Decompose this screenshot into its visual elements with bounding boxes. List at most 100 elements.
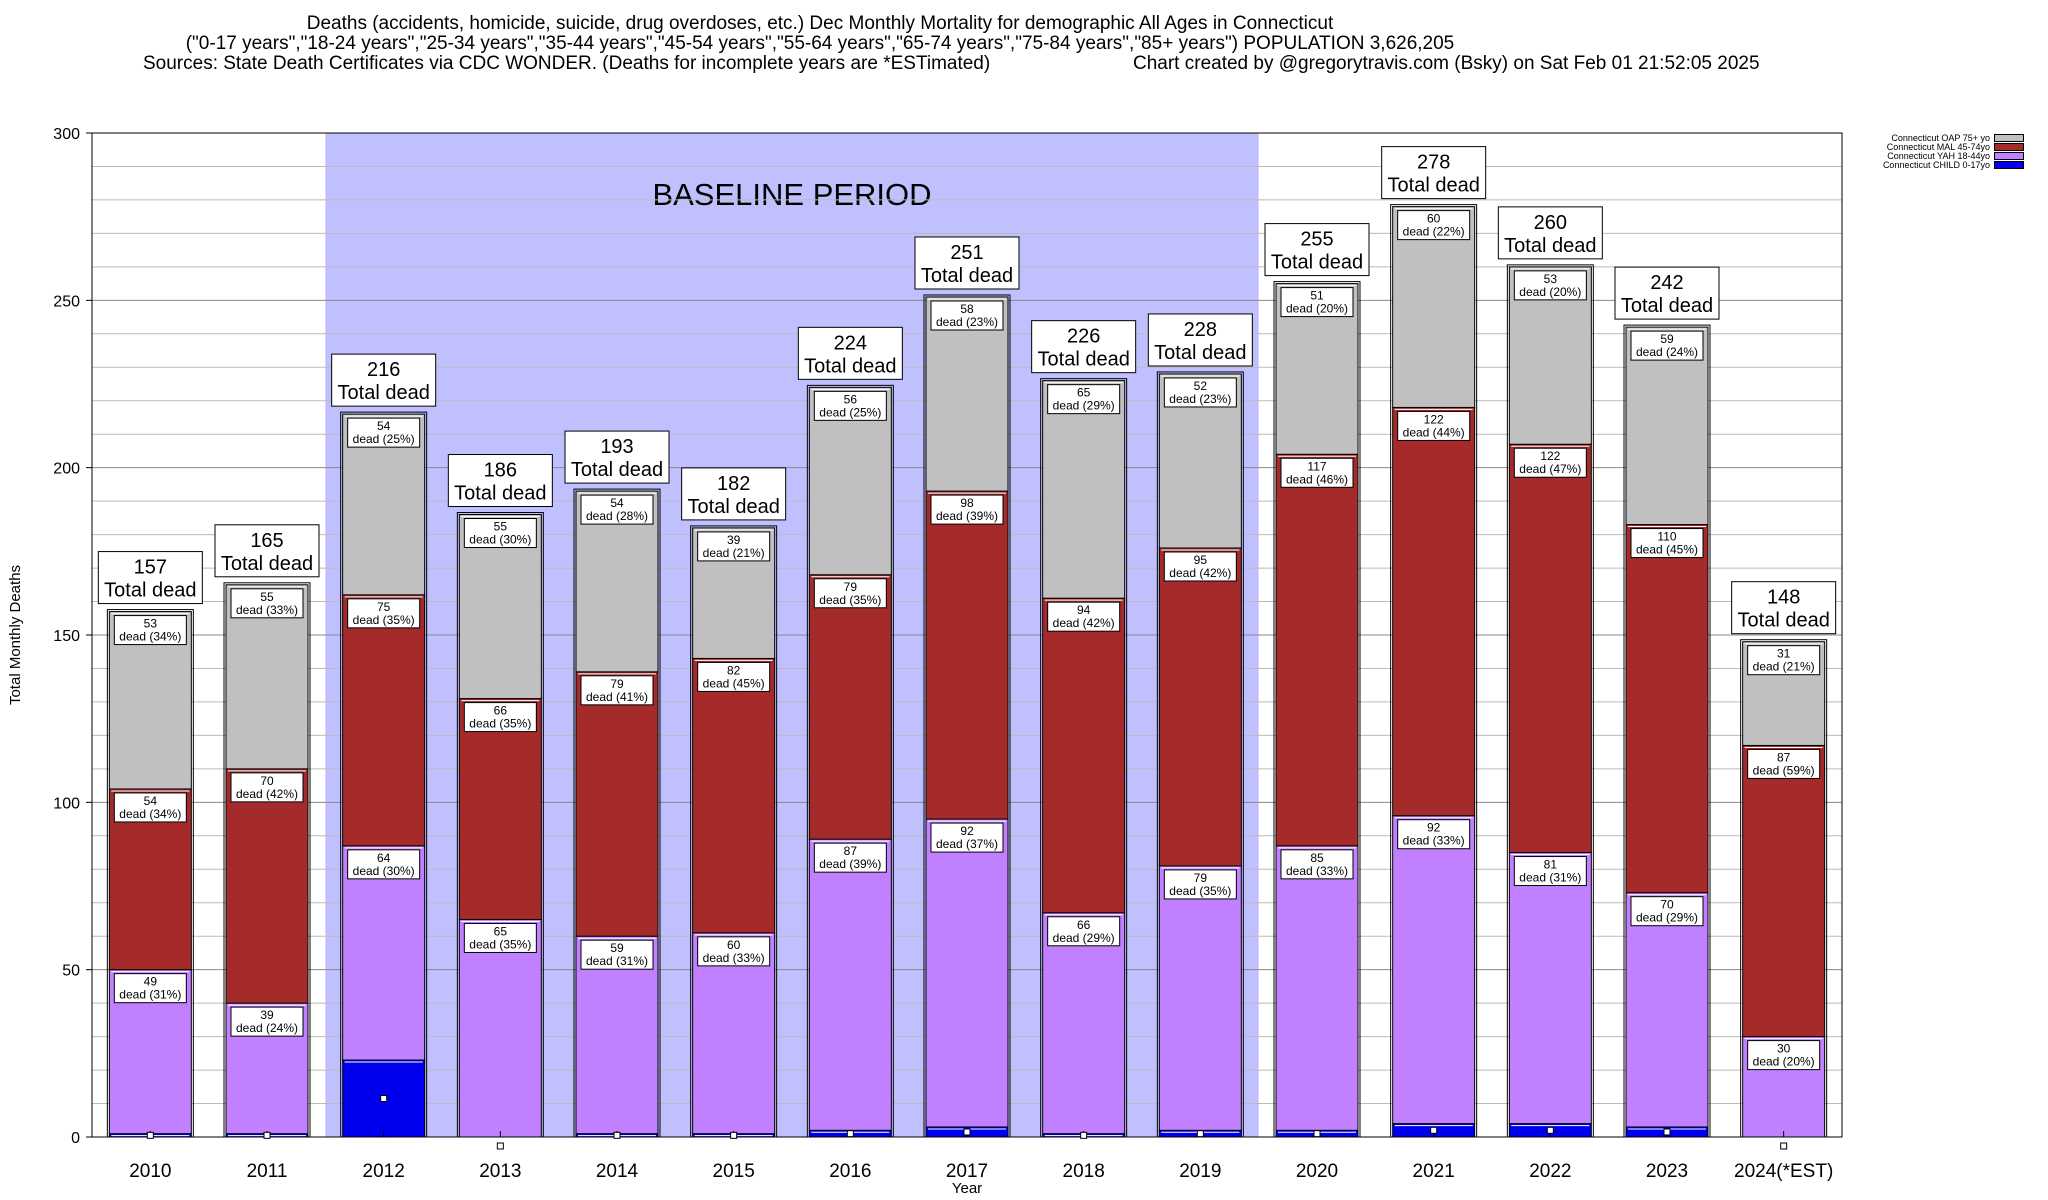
segment-value-label: 39: [260, 1008, 274, 1022]
total-dead-label: Total dead: [1738, 610, 1830, 632]
segment-value-label: 58: [960, 302, 974, 316]
x-tick-label: 2019: [1179, 1161, 1221, 1182]
bar-segment: [1625, 524, 1709, 894]
bar-segment: [1508, 443, 1592, 854]
segment-label-box: [1397, 819, 1471, 850]
total-label-box: [97, 551, 203, 605]
segment-value-label: 122: [1540, 449, 1560, 463]
segment-value-label: 85: [1310, 851, 1324, 865]
total-dead-label: Total dead: [804, 355, 896, 377]
segment-percent-label: dead (22%): [1403, 225, 1465, 239]
legend-swatch: [1994, 152, 2024, 160]
bar-segment: [458, 918, 542, 1138]
y-tick-label: 150: [53, 628, 80, 645]
bar-segment: [1625, 892, 1709, 1128]
legend-label: Connecticut OAP 75+ yo: [1891, 133, 1990, 143]
x-tick-label: 2023: [1646, 1161, 1688, 1182]
segment-percent-label: dead (34%): [119, 807, 181, 821]
segment-label-box: [1397, 410, 1471, 441]
segment-label-box: [1630, 896, 1704, 927]
legend-label: Connecticut YAH 18-44yo: [1887, 151, 1990, 161]
total-value-label: 255: [1300, 229, 1333, 251]
segment-percent-label: dead (20%): [1286, 302, 1348, 316]
total-label-box: [914, 236, 1020, 290]
segment-label-box: [113, 973, 187, 1004]
child-marker: [1430, 1126, 1438, 1134]
segment-value-label: 30: [1777, 1042, 1791, 1056]
segment-value-label: 60: [1427, 212, 1441, 226]
total-value-label: 182: [717, 473, 750, 495]
x-tick-label: 2020: [1296, 1161, 1338, 1182]
segment-value-label: 53: [1544, 272, 1558, 286]
segment-label-box: [230, 772, 304, 803]
segment-value-label: 55: [494, 520, 508, 534]
segment-value-label: 52: [1194, 379, 1208, 393]
segment-label-box: [813, 390, 887, 421]
legend-item: Connecticut YAH 18-44yo: [1887, 151, 2024, 161]
segment-label-box: [1630, 330, 1704, 361]
total-dead-label: Total dead: [104, 580, 196, 602]
x-tick-label: 2015: [713, 1161, 755, 1182]
x-tick-label: 2022: [1529, 1161, 1571, 1182]
segment-label-box: [1747, 645, 1821, 676]
segment-percent-label: dead (20%): [1519, 285, 1581, 299]
total-dead-label: Total dead: [221, 553, 313, 575]
segment-value-label: 64: [377, 851, 391, 865]
segment-label-box: [1047, 916, 1121, 947]
segment-value-label: 79: [1194, 871, 1208, 885]
segment-label-box: [813, 578, 887, 609]
bar-segment: [808, 838, 892, 1131]
segment-value-label: 66: [1077, 918, 1091, 932]
segment-label-box: [580, 939, 654, 970]
segment-percent-label: dead (47%): [1519, 462, 1581, 476]
child-marker: [963, 1128, 971, 1136]
legend-item: Connecticut MAL 45-74yo: [1887, 142, 2024, 152]
total-dead-label: Total dead: [688, 496, 780, 518]
total-dead-label: Total dead: [1038, 349, 1130, 371]
segment-value-label: 66: [494, 704, 508, 718]
segment-percent-label: dead (28%): [586, 509, 648, 523]
total-value-label: 260: [1534, 212, 1567, 234]
total-label-box: [1381, 146, 1487, 200]
child-marker: [1080, 1131, 1088, 1139]
segment-value-label: 55: [260, 590, 274, 604]
bar-segment: [1042, 912, 1126, 1135]
segment-value-label: 65: [1077, 386, 1091, 400]
total-dead-label: Total dead: [1154, 342, 1246, 364]
segment-percent-label: dead (45%): [703, 676, 765, 690]
child-marker: [730, 1131, 738, 1139]
segment-value-label: 56: [844, 392, 858, 406]
segment-value-label: 117: [1307, 459, 1326, 473]
bar-segment: [342, 594, 426, 847]
total-dead-label: Total dead: [454, 483, 546, 505]
segment-value-label: 59: [1660, 332, 1674, 346]
total-value-label: 226: [1067, 326, 1100, 348]
bar-segment: [1158, 547, 1242, 867]
total-dead-label: Total dead: [571, 459, 663, 481]
segment-label-box: [580, 494, 654, 525]
baseline-period-label: BASELINE PERIOD: [652, 177, 931, 212]
segment-percent-label: dead (23%): [936, 315, 998, 329]
bar-segment: [1275, 453, 1359, 847]
segment-label-box: [697, 661, 771, 692]
segment-value-label: 95: [1194, 553, 1208, 567]
segment-label-box: [1163, 377, 1237, 408]
total-dead-label: Total dead: [1388, 175, 1480, 197]
segment-percent-label: dead (30%): [353, 864, 415, 878]
segment-label-box: [230, 1006, 304, 1037]
y-tick-label: 100: [53, 795, 80, 812]
segment-label-box: [1630, 528, 1704, 559]
legend-label: Connecticut CHILD 0-17yo: [1882, 160, 1990, 170]
segment-value-label: 59: [610, 941, 624, 955]
legend-swatch: [1994, 143, 2024, 151]
child-marker: [1196, 1130, 1204, 1138]
child-marker: [380, 1095, 388, 1103]
segment-percent-label: dead (31%): [119, 988, 181, 1002]
child-marker: [1663, 1128, 1671, 1136]
segment-percent-label: dead (45%): [1636, 543, 1698, 557]
segment-percent-label: dead (35%): [353, 613, 415, 627]
child-marker: [263, 1131, 271, 1139]
segment-percent-label: dead (31%): [1519, 871, 1581, 885]
total-label-box: [1731, 581, 1837, 635]
